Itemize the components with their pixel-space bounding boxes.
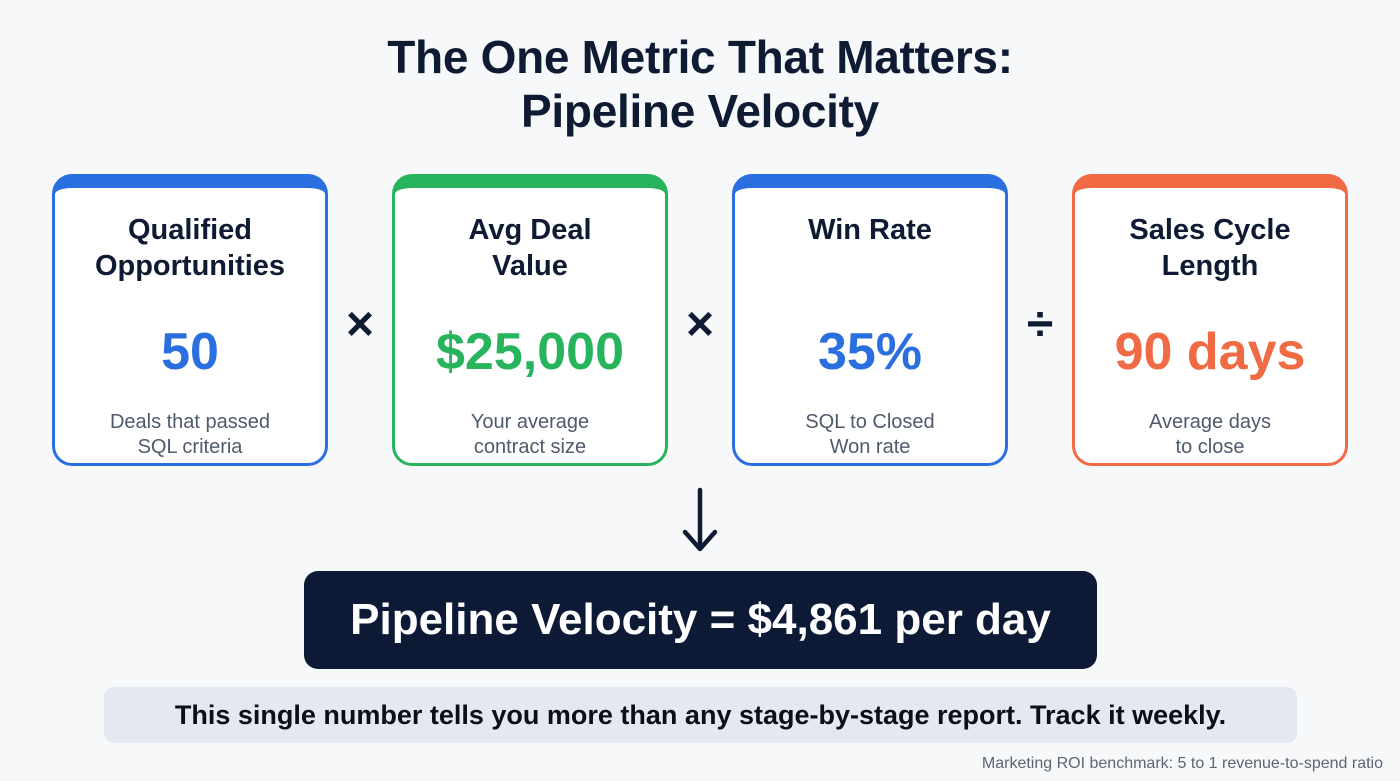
card-desc-line: to close — [1175, 436, 1245, 458]
card-label-line: Avg Deal — [468, 214, 592, 246]
multiply-icon: × — [345, 298, 375, 351]
card-label: Win Rate — [735, 212, 1005, 248]
card-desc-line: Deals that passed — [109, 411, 271, 433]
card-avg-deal-value: Avg Deal Value $25,000 Your average cont… — [392, 174, 668, 466]
card-desc-line: contract size — [473, 436, 587, 458]
card-label-line: Length — [1161, 250, 1259, 282]
card-sales-cycle-length: Sales Cycle Length 90 days Average days … — [1072, 174, 1348, 466]
card-desc-line: SQL to Closed — [805, 411, 935, 433]
card-description: SQL to Closed Won rate — [735, 410, 1005, 460]
page-title: The One Metric That Matters: Pipeline Ve… — [0, 30, 1400, 138]
card-desc-line: SQL criteria — [137, 436, 243, 458]
card-label-line: Sales Cycle — [1129, 214, 1291, 246]
card-label-line: Qualified — [127, 214, 253, 246]
card-value: 90 days — [1114, 323, 1306, 381]
multiply-icon: × — [685, 298, 715, 351]
card-label: Qualified Opportunities — [55, 212, 325, 284]
card-desc-line: Won rate — [829, 436, 911, 458]
tagline: This single number tells you more than a… — [104, 687, 1297, 743]
card-win-rate: Win Rate 35% SQL to Closed Won rate — [732, 174, 1008, 466]
card-label: Avg Deal Value — [395, 212, 665, 284]
card-desc-line: Your average — [470, 411, 590, 433]
card-label-line: Value — [492, 250, 568, 282]
card-label: Sales Cycle Length — [1075, 212, 1345, 284]
card-label-line: Win Rate — [808, 214, 932, 246]
card-value: 35% — [817, 323, 923, 381]
card-description: Your average contract size — [395, 410, 665, 460]
arrow-down-icon — [682, 487, 718, 552]
card-label-line: Opportunities — [94, 250, 286, 282]
title-line-2: Pipeline Velocity — [521, 85, 879, 137]
result-banner: Pipeline Velocity = $4,861 per day — [304, 571, 1097, 669]
card-qualified-opportunities: Qualified Opportunities 50 Deals that pa… — [52, 174, 328, 466]
card-value: $25,000 — [436, 323, 624, 381]
card-description: Average days to close — [1075, 410, 1345, 460]
title-line-1: The One Metric That Matters: — [387, 31, 1013, 83]
card-desc-line: Average days — [1149, 411, 1271, 433]
footnote: Marketing ROI benchmark: 5 to 1 revenue-… — [981, 755, 1383, 772]
card-value: 50 — [161, 323, 219, 381]
divide-icon: ÷ — [1026, 298, 1054, 351]
card-description: Deals that passed SQL criteria — [55, 410, 325, 460]
